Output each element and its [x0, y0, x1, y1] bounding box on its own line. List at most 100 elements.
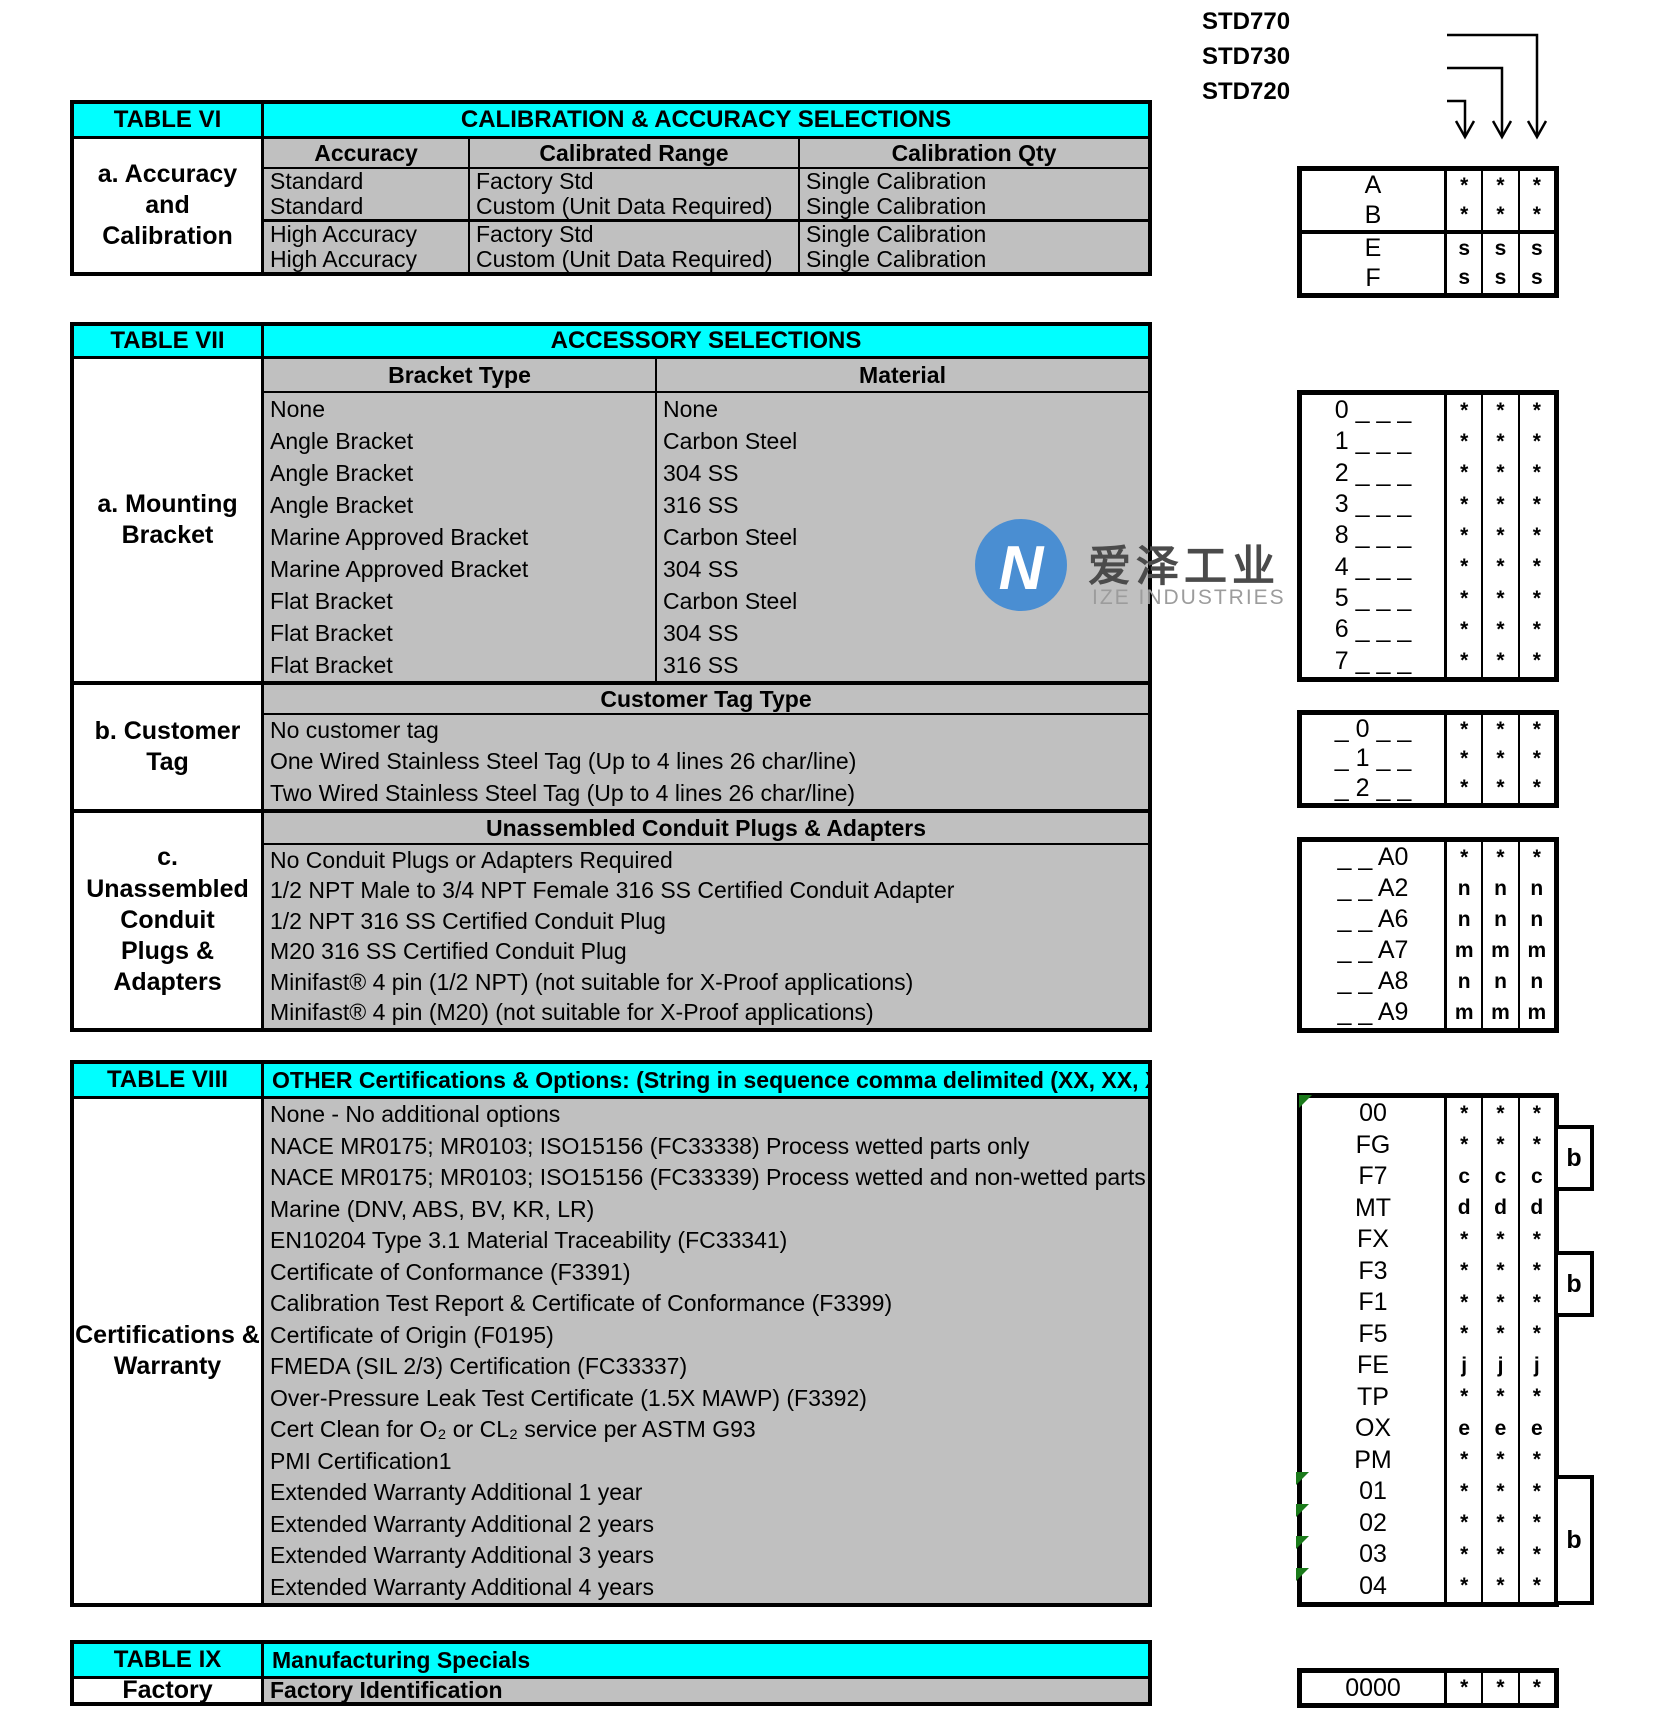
availability-std720: * — [1447, 614, 1484, 646]
availability-std720: * — [1447, 1444, 1484, 1476]
cell-tag-option: No customer tag — [270, 717, 439, 744]
cell-tag-option: Two Wired Stainless Steel Tag (Up to 4 l… — [270, 779, 856, 806]
availability-std720: * — [1447, 1287, 1484, 1319]
cell-option: EN10204 Type 3.1 Material Traceability (… — [270, 1227, 788, 1254]
availability-std720: * — [1447, 1381, 1484, 1413]
code-row: F1 * * * — [1302, 1287, 1554, 1319]
option-code: MT — [1302, 1192, 1447, 1224]
code-row: FE j j j — [1302, 1350, 1554, 1382]
model-label-std720: STD720 — [1202, 78, 1291, 105]
column-header-range: Calibrated Range — [470, 139, 800, 167]
table-row: High Accuracy Factory Std Single Calibrati… — [264, 219, 1148, 247]
table-row: 1/2 NPT 316 SS Certified Conduit Plug — [264, 906, 1148, 937]
availability-std730: * — [1483, 645, 1520, 677]
availability-std730: m — [1483, 935, 1520, 966]
availability-std730: m — [1483, 997, 1520, 1028]
option-code: _ 0 _ _ — [1302, 715, 1447, 745]
table-row: Cert Clean for O₂ or CL₂ service per AST… — [264, 1414, 1148, 1446]
availability-std730: * — [1483, 1129, 1520, 1161]
option-code: 03 — [1302, 1539, 1447, 1571]
availability-std720: * — [1447, 488, 1484, 521]
model-column-arrows-icon — [1447, 33, 1548, 140]
availability-std730: * — [1483, 773, 1520, 803]
table-row: Certificate of Origin (F0195) — [264, 1319, 1148, 1351]
cell-bracket-type: Marine Approved Bracket — [264, 521, 657, 553]
table-vi-label: TABLE VI — [74, 104, 264, 136]
table-row: Angle Bracket Carbon Steel — [264, 425, 1148, 457]
comment-marker — [1296, 1536, 1309, 1549]
availability-std730: * — [1483, 395, 1520, 427]
table-row: Factory Identification — [264, 1679, 1148, 1702]
table-row: Two Wired Stainless Steel Tag (Up to 4 l… — [264, 777, 1148, 809]
comment-marker — [1296, 1504, 1309, 1517]
table-viii-header: TABLE VIII OTHER Certifications & Option… — [74, 1064, 1148, 1099]
availability-std720: * — [1447, 457, 1484, 489]
cell-conduit-option: Minifast® 4 pin (M20) (not suitable for … — [270, 999, 874, 1026]
availability-std730: * — [1483, 1098, 1520, 1130]
option-code: OX — [1302, 1413, 1447, 1445]
table-row: NACE MR0175; MR0103; ISO15156 (FC33339) … — [264, 1162, 1148, 1194]
table-ix-label: TABLE IX — [74, 1644, 264, 1676]
availability-std720: * — [1447, 1224, 1484, 1256]
cell-conduit-option: 1/2 NPT 316 SS Certified Conduit Plug — [270, 907, 666, 934]
availability-std720: * — [1447, 426, 1484, 458]
availability-std770: n — [1530, 907, 1544, 931]
availability-std770: * — [1532, 1448, 1541, 1472]
option-code: TP — [1302, 1381, 1447, 1413]
cell-material: 304 SS — [663, 619, 739, 646]
table-viii-code-box: 00 * * * FG * * * F7 c c c MT d d d FX * * * F3 * * * F1 * *… — [1297, 1093, 1559, 1607]
note-bracket-b: b — [1554, 1251, 1594, 1317]
code-row: 5 _ _ _ * * * — [1302, 582, 1554, 615]
availability-std770: m — [1527, 1000, 1547, 1024]
availability-std770: * — [1532, 1511, 1541, 1535]
option-code: _ _ A9 — [1302, 997, 1447, 1028]
table-ix-header: TABLE IX Manufacturing Specials — [74, 1644, 1148, 1679]
availability-std770: s — [1530, 266, 1543, 290]
availability-std730: s — [1483, 234, 1520, 264]
code-row: _ _ A7 m m m — [1302, 935, 1554, 966]
cell-bracket-type: Flat Bracket — [264, 649, 657, 681]
option-code: F7 — [1302, 1161, 1447, 1193]
availability-std770: * — [1532, 173, 1541, 197]
availability-std770: * — [1532, 845, 1541, 869]
code-row: _ _ A2 n n n — [1302, 873, 1554, 904]
note-label: b — [1566, 1525, 1582, 1554]
availability-std720: * — [1447, 744, 1484, 774]
availability-std730: * — [1483, 1539, 1520, 1571]
availability-std730: * — [1483, 842, 1520, 873]
availability-std720: * — [1447, 171, 1484, 201]
section-header-text: Unassembled Conduit Plugs & Adapters — [485, 814, 927, 841]
cell-option: Cert Clean for O₂ or CL₂ service per AST… — [270, 1416, 756, 1443]
customer-tag-section: b. Customer Tag Customer Tag Type No cus… — [74, 681, 1148, 809]
cell-option: FMEDA (SIL 2/3) Certification (FC33337) — [270, 1353, 688, 1380]
cell-option: PMI Certification1 — [270, 1447, 452, 1474]
availability-std720: * — [1447, 1098, 1484, 1130]
availability-std770: n — [1530, 876, 1544, 900]
cell-material: 304 SS — [663, 555, 739, 582]
svg-text:N: N — [999, 534, 1045, 603]
table-vi-column-headers: Accuracy Calibrated Range Calibration Qt… — [264, 139, 1148, 169]
table-vi: TABLE VI CALIBRATION & ACCURACY SELECTIO… — [70, 100, 1152, 276]
availability-std730: * — [1483, 1287, 1520, 1319]
code-row: 0000 * * * — [1302, 1673, 1554, 1703]
availability-std770: m — [1527, 938, 1547, 962]
table-row: Calibration Test Report & Certificate of… — [264, 1288, 1148, 1320]
column-header-accuracy: Accuracy — [264, 139, 470, 167]
table-row: None None — [264, 393, 1148, 425]
option-code: 02 — [1302, 1507, 1447, 1539]
table-vii-title: ACCESSORY SELECTIONS — [550, 327, 862, 354]
option-code: _ _ A0 — [1302, 842, 1447, 873]
availability-std720: * — [1447, 200, 1484, 230]
availability-std720: * — [1447, 1255, 1484, 1287]
code-row: _ _ A0 * * * — [1302, 842, 1554, 873]
option-code: _ _ A8 — [1302, 966, 1447, 997]
code-row: OX e e e — [1302, 1413, 1554, 1445]
cell-option: Extended Warranty Additional 4 years — [270, 1573, 654, 1600]
availability-std730: * — [1483, 200, 1520, 230]
note-label: b — [1566, 1269, 1582, 1298]
cell-option: NACE MR0175; MR0103; ISO15156 (FC33339) … — [270, 1164, 1146, 1191]
option-code: 8 _ _ _ — [1302, 520, 1447, 552]
option-code: 6 _ _ _ — [1302, 614, 1447, 646]
cell-bracket-type: None — [264, 393, 657, 425]
